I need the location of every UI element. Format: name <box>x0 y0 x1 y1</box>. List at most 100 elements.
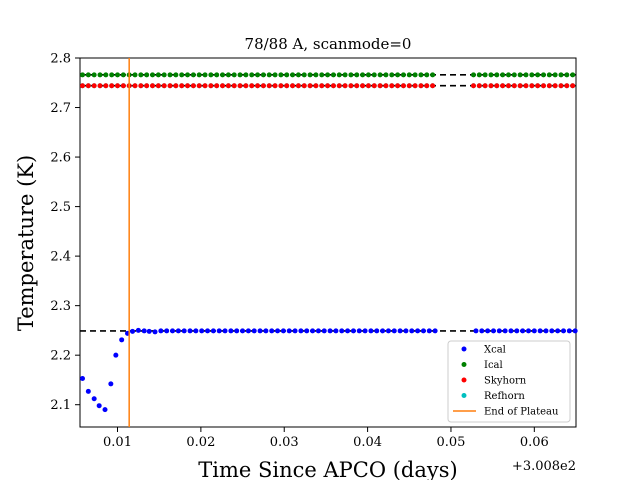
skyhorn-point <box>115 83 121 89</box>
ical-point <box>150 72 156 78</box>
skyhorn-point <box>564 83 570 89</box>
ical-point <box>552 72 558 78</box>
y-tick-label: 2.2 <box>50 349 71 364</box>
xcal-point <box>216 328 222 334</box>
ical-point <box>243 72 249 78</box>
skyhorn-point <box>120 83 126 89</box>
skyhorn-point <box>494 83 500 89</box>
legend-label-end-of-plateau: End of Plateau <box>484 407 559 418</box>
xcal-point <box>170 328 176 334</box>
ical-point <box>214 72 220 78</box>
skyhorn-point <box>150 83 156 89</box>
ical-point <box>342 72 348 78</box>
ical-point <box>295 72 301 78</box>
xcal-point <box>537 328 543 334</box>
ical-point <box>301 72 307 78</box>
ical-point <box>185 72 191 78</box>
xcal-point <box>339 328 345 334</box>
ical-point <box>307 72 313 78</box>
ical-point <box>225 72 231 78</box>
ical-point <box>564 72 570 78</box>
ical-point <box>365 72 371 78</box>
skyhorn-point <box>348 83 354 89</box>
skyhorn-point <box>313 83 319 89</box>
ical-point <box>208 72 214 78</box>
ical-point <box>418 72 424 78</box>
x-axis-ticks: 0.01 0.02 0.03 0.04 0.05 0.06 <box>103 427 549 450</box>
ical-point <box>249 72 255 78</box>
skyhorn-point <box>517 83 523 89</box>
skyhorn-point <box>319 83 325 89</box>
skyhorn-point <box>185 83 191 89</box>
skyhorn-point <box>255 83 261 89</box>
xcal-point <box>362 328 368 334</box>
ical-point <box>115 72 121 78</box>
skyhorn-point <box>161 83 167 89</box>
y-tick-label: 2.3 <box>50 299 71 314</box>
y-tick-label: 2.4 <box>50 250 71 265</box>
xcal-point <box>263 328 269 334</box>
skyhorn-point <box>395 83 401 89</box>
xcal-point <box>479 328 485 334</box>
skyhorn-point <box>354 83 360 89</box>
xcal-point <box>321 328 327 334</box>
y-axis-ticks: 2.1 2.2 2.3 2.4 2.5 2.6 2.7 2.8 <box>50 52 80 413</box>
ical-point <box>476 72 482 78</box>
ical-point <box>470 72 476 78</box>
ical-point <box>336 72 342 78</box>
xcal-point <box>91 396 97 402</box>
skyhorn-point <box>249 83 255 89</box>
skyhorn-point <box>505 83 511 89</box>
ical-point <box>80 72 86 78</box>
ical-point <box>500 72 506 78</box>
legend: Xcal Ical Skyhorn Refhorn End of Plateau <box>447 340 571 423</box>
xcal-point <box>397 328 403 334</box>
skyhorn-point <box>190 83 196 89</box>
xcal-point <box>102 407 108 413</box>
xcal-point <box>113 352 119 358</box>
legend-box <box>447 340 571 423</box>
skyhorn-point <box>290 83 296 89</box>
skyhorn-point <box>412 83 418 89</box>
ical-point <box>161 72 167 78</box>
ical-point <box>505 72 511 78</box>
xcal-point <box>193 328 199 334</box>
skyhorn-point <box>208 83 214 89</box>
ical-point <box>231 72 237 78</box>
skyhorn-point <box>430 83 436 89</box>
ical-point <box>220 72 226 78</box>
xcal-point <box>490 328 496 334</box>
skyhorn-point <box>243 83 249 89</box>
xcal-point <box>391 328 397 334</box>
skyhorn-point <box>336 83 342 89</box>
xcal-point <box>158 328 164 334</box>
xcal-point <box>205 328 211 334</box>
skyhorn-point <box>325 83 331 89</box>
ical-point <box>313 72 319 78</box>
xcal-point <box>240 328 246 334</box>
skyhorn-point <box>80 83 86 89</box>
xcal-point <box>368 328 374 334</box>
skyhorn-point <box>155 83 161 89</box>
ical-point <box>97 72 103 78</box>
ical-point <box>138 72 144 78</box>
ical-point <box>400 72 406 78</box>
skyhorn-point <box>196 83 202 89</box>
x-tick-label: 0.01 <box>103 435 132 450</box>
xcal-point <box>164 328 170 334</box>
ical-point <box>430 72 436 78</box>
ical-point <box>360 72 366 78</box>
xcal-point <box>473 328 479 334</box>
skyhorn-point <box>237 83 243 89</box>
skyhorn-point <box>406 83 412 89</box>
ical-point <box>330 72 336 78</box>
chart-title: 78/88 A, scanmode=0 <box>245 35 412 53</box>
xcal-point <box>409 328 415 334</box>
skyhorn-point <box>109 83 115 89</box>
xcal-point <box>327 328 333 334</box>
skyhorn-point <box>535 83 541 89</box>
y-tick-label: 2.6 <box>50 151 71 166</box>
ical-point <box>540 72 546 78</box>
ical-point <box>260 72 266 78</box>
xcal-point <box>210 328 216 334</box>
